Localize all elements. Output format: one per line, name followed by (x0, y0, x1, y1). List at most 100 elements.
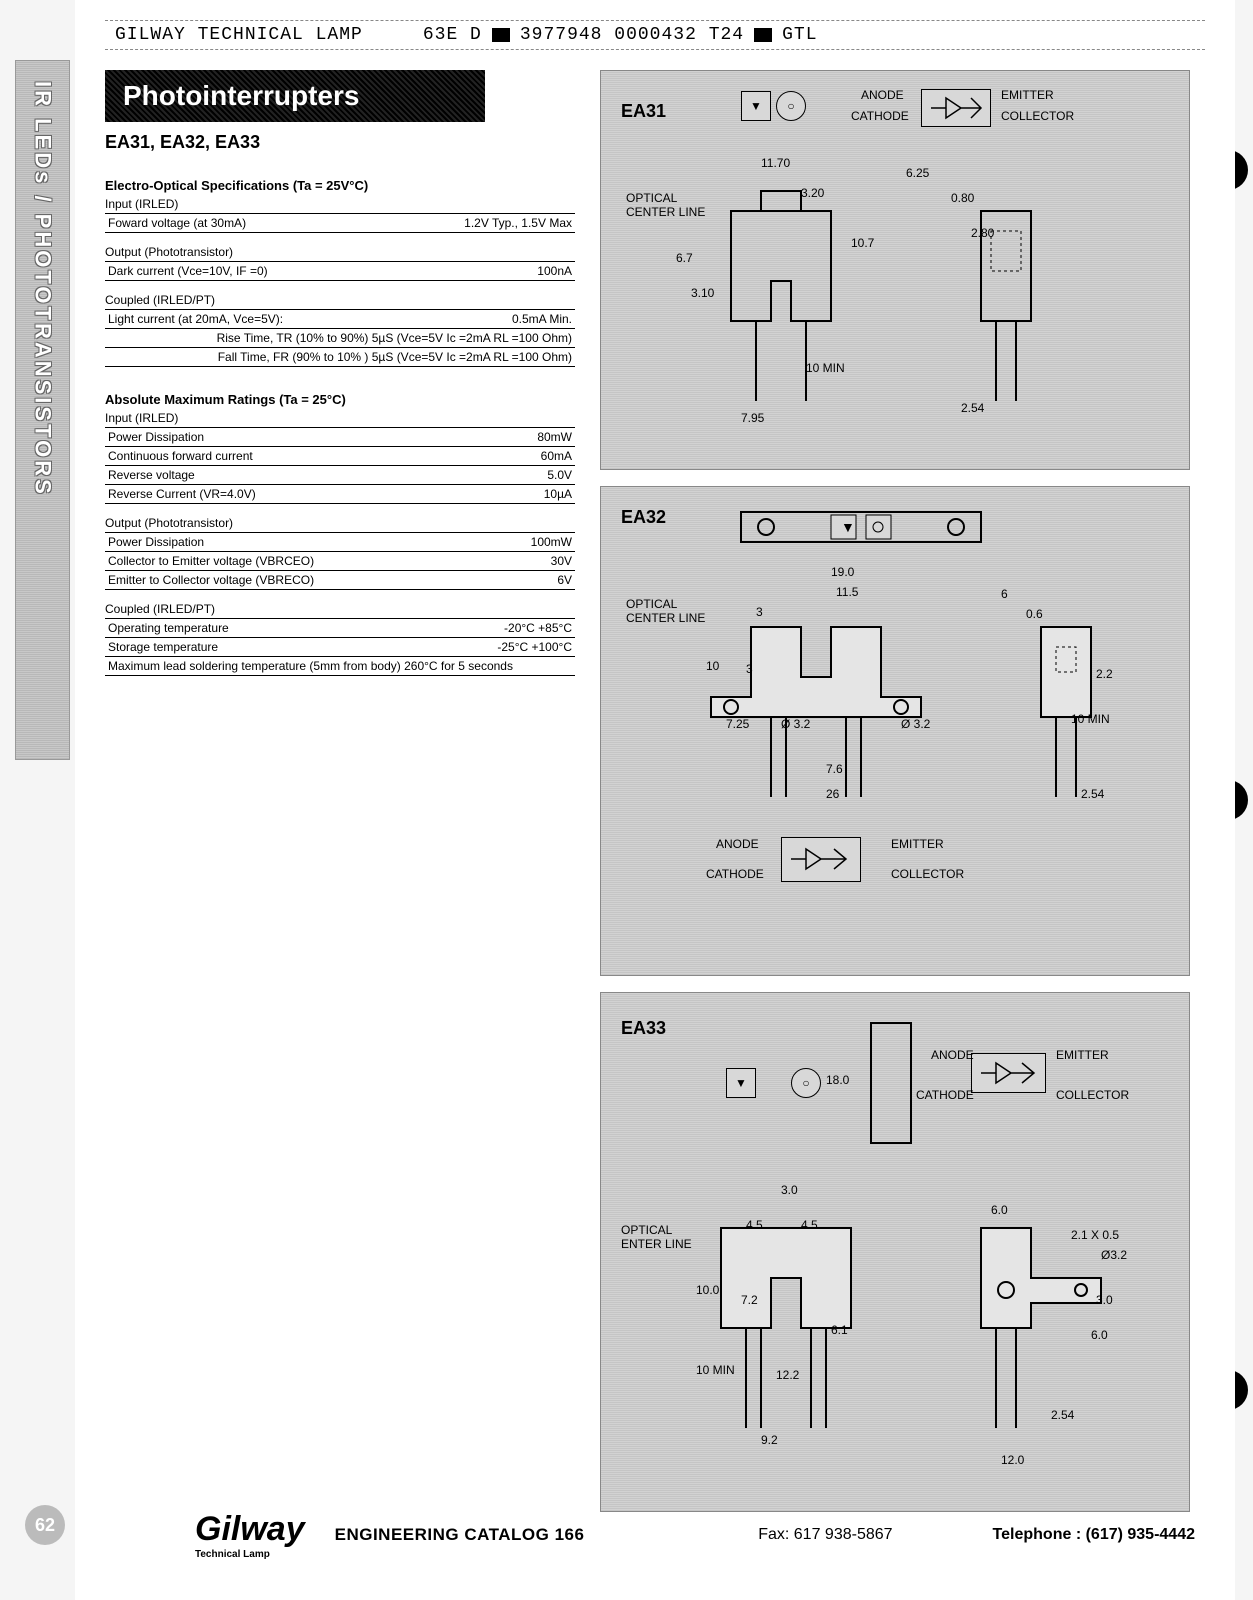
dim-label: Ø 3.2 (901, 717, 930, 731)
page-number: 62 (25, 1505, 65, 1545)
diagram-ea31: EA31 ▼ ○ ANODE CATHODE EMITTER COLLECTOR… (600, 70, 1190, 470)
svg-text:▼: ▼ (841, 519, 855, 535)
dim-label: 11.70 (761, 156, 790, 170)
section-head: Absolute Maximum Ratings (Ta = 25°C) (105, 392, 575, 407)
pin-label: CATHODE (916, 1088, 974, 1102)
schematic-box-icon (971, 1053, 1046, 1093)
dim-label: 2.54 (1081, 787, 1104, 801)
diagram-label: EA31 (621, 101, 666, 122)
dim-label: 3.10 (691, 286, 714, 300)
table-row: Continuous forward current60mA (105, 447, 575, 466)
pin-label: ANODE (716, 837, 759, 851)
catalog-title: ENGINEERING CATALOG 166 (335, 1525, 585, 1545)
right-column: EA31 ▼ ○ ANODE CATHODE EMITTER COLLECTOR… (600, 70, 1190, 1512)
dim-label: 3.0 (781, 1183, 798, 1197)
fax: Fax: 617 938-5867 (758, 1526, 892, 1544)
diode-transistor-icon (976, 1057, 1041, 1089)
table-row: Power Dissipation100mW (105, 533, 575, 552)
black-square-icon (754, 28, 772, 42)
header-strip: GILWAY TECHNICAL LAMP 63E D 3977948 0000… (105, 20, 1205, 50)
subtitle: EA31, EA32, EA33 (105, 132, 575, 153)
table-row: Collector to Emitter voltage (VBRCEO)30V (105, 552, 575, 571)
top-view-icon: ▼ (731, 497, 991, 557)
diode-transistor-icon (786, 842, 856, 877)
table-row: Emitter to Collector voltage (VBRECO)6V (105, 571, 575, 590)
logo-sub: Technical Lamp (195, 1549, 305, 1560)
dim-label: 6.7 (676, 251, 693, 265)
dim-label: 6.0 (991, 1203, 1008, 1217)
table-row: Dark current (Vce=10V, IF =0)100nA (105, 262, 575, 281)
dim-label: 3.20 (801, 186, 824, 200)
black-square-icon (492, 28, 510, 42)
dim-label: 3 (756, 605, 763, 619)
schematic-box-icon (921, 89, 991, 127)
diode-transistor-icon (926, 93, 986, 123)
package-outline-icon (701, 587, 981, 817)
left-column: Photointerrupters EA31, EA32, EA33 Elect… (105, 70, 575, 1512)
header-company: GILWAY TECHNICAL LAMP (115, 25, 363, 45)
pin-label: EMITTER (1001, 88, 1054, 102)
dim-label: 12.2 (776, 1368, 799, 1382)
dim-label: 0.6 (1026, 607, 1043, 621)
top-outline-icon (861, 1018, 921, 1148)
sidebar-tab: IR LEDs / PHOTOTRANSISTORS (15, 60, 70, 760)
dim-label: 11.5 (836, 585, 858, 599)
table-row: Light current (at 20mA, Vce=5V):0.5mA Mi… (105, 310, 575, 329)
dim-label: 10.0 (696, 1283, 719, 1297)
dim-label: 7.6 (826, 762, 843, 776)
dim-label: 18.0 (826, 1073, 849, 1087)
dim-label: 10 (706, 659, 719, 673)
package-outline-icon (691, 1188, 951, 1448)
dim-label: 4.5 (746, 1218, 763, 1232)
spec-table-input: Foward voltage (at 30mA)1.2V Typ., 1.5V … (105, 214, 575, 233)
dim-label: 3 (746, 662, 753, 676)
phototransistor-symbol-icon: ○ (776, 91, 806, 121)
pin-label: CATHODE (706, 867, 764, 881)
telephone: Telephone : (617) 935-4442 (993, 1526, 1195, 1544)
header-code2: 3977948 0000432 T24 (520, 25, 744, 45)
pin-label: EMITTER (891, 837, 944, 851)
header-code1: 63E D (423, 25, 482, 45)
dim-label: 10 MIN (696, 1363, 735, 1377)
table-row: Storage temperature-25°C +100°C (105, 638, 575, 657)
schematic-box-icon (781, 837, 861, 882)
subhead-input: Input (IRLED) (105, 195, 575, 214)
dim-label: 2.54 (961, 401, 984, 415)
table-row: Reverse Current (VR=4.0V)10µA (105, 485, 575, 504)
dim-label: 2.80 (971, 226, 994, 240)
dim-label: 9.2 (761, 1433, 778, 1447)
dim-label: 2.54 (1051, 1408, 1074, 1422)
led-symbol-icon: ▼ (741, 91, 771, 121)
dim-label: 2.1 X 0.5 (1071, 1228, 1119, 1242)
dim-label: 7.2 (741, 1293, 758, 1307)
section-head: Electro-Optical Specifications (Ta = 25V… (105, 178, 575, 193)
optical-label: OPTICAL CENTER LINE (626, 191, 706, 219)
pin-label: ANODE (861, 88, 904, 102)
dim-label: 26 (826, 787, 839, 801)
dim-label: 6.1 (831, 1323, 848, 1337)
diagram-label: EA32 (621, 507, 666, 528)
dim-label: Ø3.2 (1101, 1248, 1127, 1262)
table-row: Reverse voltage5.0V (105, 466, 575, 485)
table-row: Fall Time, FR (90% to 10% ) 5µS (Vce=5V … (105, 348, 575, 367)
pin-label: EMITTER (1056, 1048, 1109, 1062)
dim-label: Ø 3.2 (781, 717, 810, 731)
pin-label: CATHODE (851, 109, 909, 123)
dim-label: 12.0 (1001, 1453, 1024, 1467)
table-row: Power Dissipation80mW (105, 428, 575, 447)
table-row: Rise Time, TR (10% to 90%) 5µS (Vce=5V I… (105, 329, 575, 348)
optical-label: OPTICAL CENTER LINE (626, 597, 706, 625)
table-row: Operating temperature-20°C +85°C (105, 619, 575, 638)
diagram-ea33: EA33 OPTICAL ENTER LINE ▼ ○ ANODE CATHOD… (600, 992, 1190, 1512)
title-block: Photointerrupters (105, 70, 485, 122)
dim-label: 6.25 (906, 166, 929, 180)
diagram-ea32: EA32 OPTICAL CENTER LINE ▼ (600, 486, 1190, 976)
header-code3: GTL (782, 25, 817, 45)
phototransistor-symbol-icon: ○ (791, 1068, 821, 1098)
spec-table-abs-coupled: Operating temperature-20°C +85°C Storage… (105, 619, 575, 657)
dim-label: 0.80 (951, 191, 974, 205)
package-side-icon (1021, 587, 1141, 817)
main-columns: Photointerrupters EA31, EA32, EA33 Elect… (105, 70, 1205, 1512)
solder-note: Maximum lead soldering temperature (5mm … (105, 657, 575, 676)
subhead-abs-output: Output (Phototransistor) (105, 514, 575, 533)
